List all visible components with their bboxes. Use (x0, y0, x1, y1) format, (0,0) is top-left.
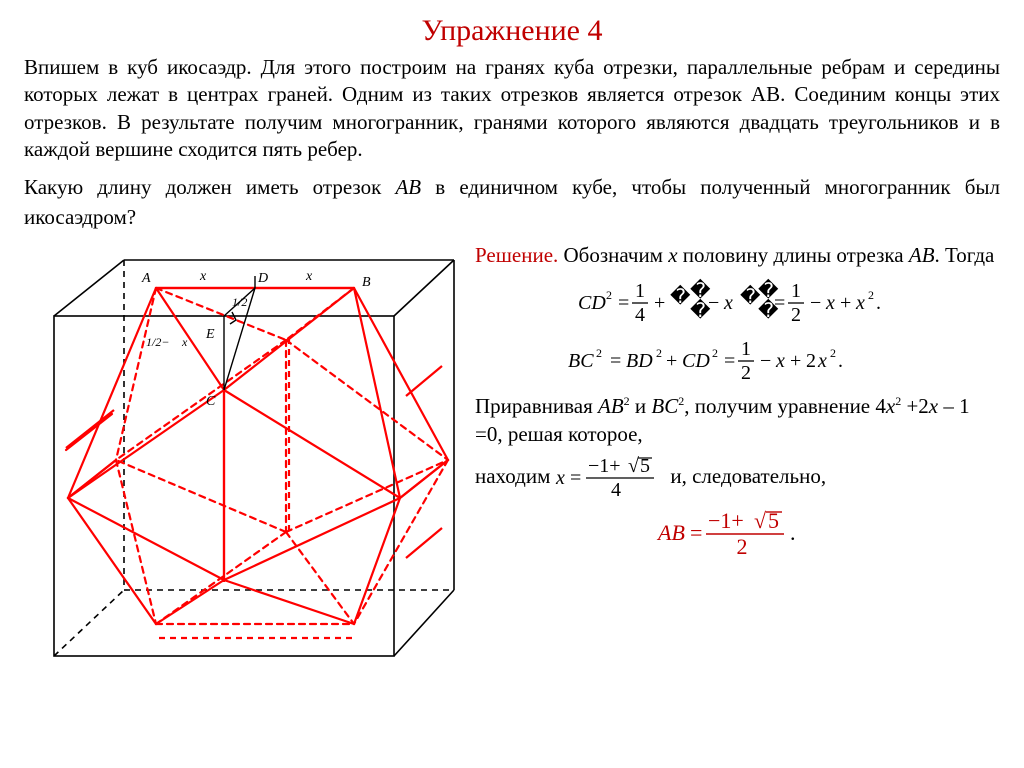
eq-t-d: +2 (901, 394, 929, 418)
svg-text:2: 2 (868, 288, 874, 302)
exercise-title: Упражнение 4 (24, 14, 1000, 48)
svg-text:x: x (855, 292, 865, 314)
svg-text:√: √ (628, 455, 639, 477)
svg-text:=: = (570, 467, 581, 489)
svg-text:x: x (555, 467, 565, 489)
svg-text:+: + (666, 350, 677, 372)
svg-text:=: = (690, 520, 702, 545)
svg-text:CD: CD (578, 292, 606, 314)
svg-text:√: √ (754, 508, 767, 533)
solution-column: Решение. Обозначим x половину длины отре… (469, 238, 1000, 568)
svg-text:.: . (838, 350, 843, 372)
svg-text:5: 5 (768, 508, 779, 533)
eq-ab: AB (598, 394, 624, 418)
svg-text:+: + (790, 350, 801, 372)
svg-text:1/2: 1/2 (232, 295, 247, 309)
svg-text:�: � (670, 284, 691, 308)
svg-text:1/2−: 1/2− (146, 335, 169, 349)
svg-text:AB: AB (656, 520, 685, 545)
svg-text:x: x (181, 335, 188, 349)
svg-text:2: 2 (596, 346, 602, 360)
fx-b: и, следовательно, (670, 463, 826, 490)
svg-text:4: 4 (611, 479, 621, 501)
equation-bc2: BC2 = BD2 + CD2 = 1 2 − x + 2 x2 . (475, 337, 1000, 385)
svg-text:1: 1 (635, 280, 645, 302)
svg-text:1: 1 (741, 338, 751, 360)
svg-text:5: 5 (640, 455, 650, 477)
cube-icosahedron-figure: A B D C E x x 1/2 1/2− x (24, 238, 469, 683)
svg-text:2: 2 (712, 346, 718, 360)
svg-text:.: . (790, 520, 796, 545)
svg-text:2: 2 (806, 350, 816, 372)
svg-text:x: x (723, 292, 733, 314)
eq-t-a: Приравнивая (475, 394, 598, 418)
svg-text:2: 2 (656, 346, 662, 360)
svg-text:2: 2 (791, 304, 801, 326)
svg-text:=: = (724, 350, 735, 372)
fx-a: находим (475, 463, 550, 490)
svg-text:x: x (305, 269, 313, 284)
svg-text:x: x (825, 292, 835, 314)
svg-text:A: A (141, 271, 151, 286)
eq-t-b: и (630, 394, 652, 418)
svg-text:+: + (654, 292, 665, 314)
svg-text:=: = (610, 350, 621, 372)
intro-paragraph: Впишем в куб икосаэдр. Для этого построи… (24, 54, 1000, 163)
svg-text:x: x (199, 269, 207, 284)
q-ab: AB (395, 175, 421, 199)
svg-text:BD: BD (626, 350, 653, 372)
q-part-a: Какую длину должен иметь отрезок (24, 175, 395, 199)
svg-text:CD: CD (682, 350, 710, 372)
eq-x: x (929, 394, 938, 418)
eq-t-c: , получим уравнение 4 (684, 394, 886, 418)
question-paragraph: Какую длину должен иметь отрезок AB в ед… (24, 173, 1000, 232)
svg-text:4: 4 (635, 304, 645, 326)
svg-text:D: D (257, 271, 268, 286)
svg-text:+: + (840, 292, 851, 314)
solution-label: Решение. (475, 243, 558, 267)
svg-text:2: 2 (736, 534, 747, 559)
sol-t3: . Тогда (935, 243, 995, 267)
svg-text:2: 2 (741, 362, 751, 384)
svg-text:=: = (618, 292, 629, 314)
eq-x2: x (886, 394, 895, 418)
svg-text:−: − (760, 350, 771, 372)
svg-text:C: C (206, 394, 216, 409)
svg-text:x: x (775, 350, 785, 372)
svg-text:−1+: −1+ (588, 455, 621, 477)
sol-t2: половину длины отрезка (678, 243, 909, 267)
equation-ab-result: AB = −1+ √5 2 . (475, 506, 1000, 560)
solution-line1: Решение. Обозначим x половину длины отре… (475, 242, 1000, 269)
svg-text:BC: BC (568, 350, 594, 372)
sol-x: x (668, 243, 677, 267)
step-equate: Приравнивая AB2 и BC2, получим уравнение… (475, 393, 1000, 448)
svg-text:x: x (817, 350, 827, 372)
svg-text:2: 2 (830, 346, 836, 360)
lower-row: A B D C E x x 1/2 1/2− x Решение. Обозна… (24, 238, 1000, 683)
step-findx: находим x = −1+ √5 4 и, следовательно, (475, 452, 1000, 502)
svg-text:−: − (708, 292, 719, 314)
svg-text:B: B (362, 275, 371, 290)
svg-text:.: . (876, 292, 881, 314)
svg-text:=: = (774, 292, 785, 314)
svg-text:E: E (205, 327, 215, 342)
equation-cd2: CD2 = 1 4 + ��� − x ��� = 1 2 − x (475, 277, 1000, 329)
svg-text:−: − (810, 292, 821, 314)
svg-text:−1+: −1+ (708, 508, 744, 533)
sol-t1: Обозначим (558, 243, 668, 267)
sol-ab: AB (909, 243, 935, 267)
svg-text:1: 1 (791, 280, 801, 302)
equation-x-value: x = −1+ √5 4 (550, 452, 670, 502)
eq-bc: BC (651, 394, 678, 418)
svg-text:2: 2 (606, 288, 612, 302)
